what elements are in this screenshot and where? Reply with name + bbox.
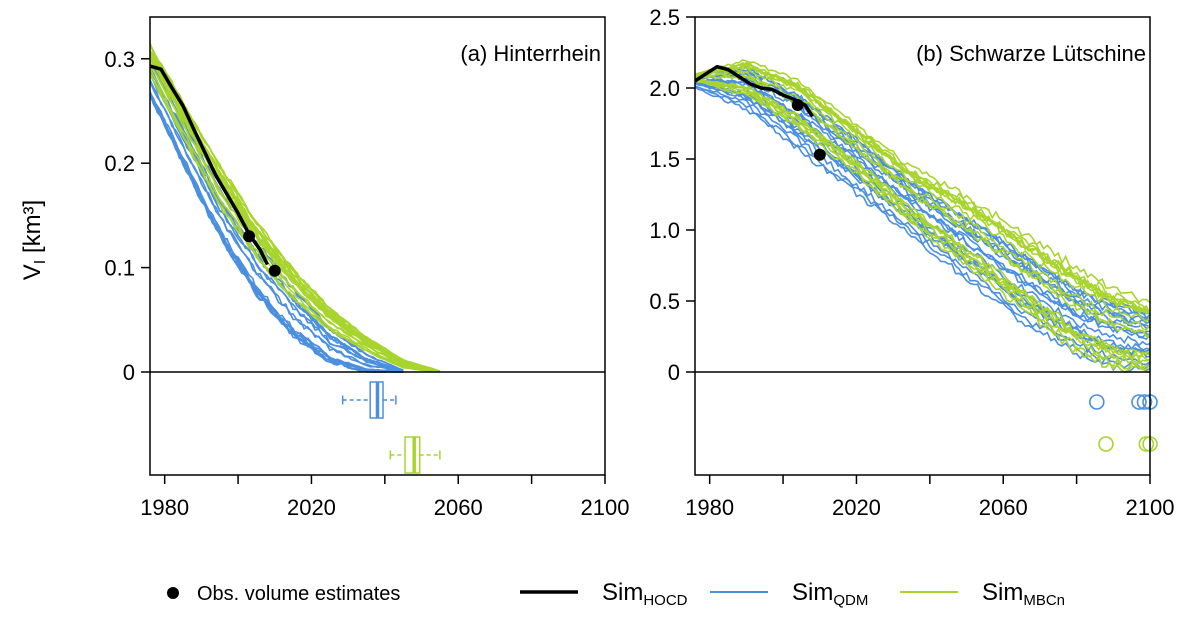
- legend-item-mbcn: SimMBCn: [900, 579, 1065, 609]
- series-mbcn-member: [150, 50, 441, 372]
- plot-area: [150, 42, 441, 373]
- disappearance-point-qdm: [1088, 394, 1105, 410]
- series-mbcn-member: [695, 70, 1150, 332]
- x-tick-label: 2060: [979, 495, 1028, 520]
- series-qdm-member: [695, 71, 1150, 323]
- panel-title: (b) Schwarze Lütschine: [916, 41, 1146, 66]
- y-tick-label: 1.5: [649, 147, 680, 172]
- series-mbcn-member: [150, 68, 440, 373]
- x-tick-label: 2060: [434, 495, 483, 520]
- series-mbcn-member: [150, 44, 441, 372]
- panel-1: 1980 2020 2060 2100 0 0.1 0.2 0.3 (a) Hinterrhei…: [104, 16, 630, 520]
- series-qdm-member: [695, 82, 1150, 356]
- series-mbcn-member: [150, 45, 441, 372]
- plot-frame: [149, 16, 606, 476]
- series-mbcn-member: [150, 53, 441, 373]
- y-tick-label: 2.5: [649, 5, 680, 30]
- plot-area: [695, 59, 1150, 373]
- legend-label-mbcn: SimMBCn: [982, 579, 1065, 609]
- panel-title: (a) Hinterrhein: [460, 41, 601, 66]
- legend: Obs. volume estimates SimHOCD SimQDM SimMBC…: [167, 579, 1065, 609]
- y-tick-label: 0.5: [649, 289, 680, 314]
- plot-frame: [694, 16, 1151, 476]
- series-mbcn-member: [150, 59, 441, 373]
- legend-item-qdm: SimQDM: [710, 579, 868, 609]
- series-qdm-member: [150, 94, 404, 373]
- series-mbcn-member: [695, 63, 1150, 314]
- y-tick-label: 0: [668, 360, 680, 385]
- series-mbcn-member: [150, 61, 441, 373]
- legend-item-obs: Obs. volume estimates: [167, 583, 400, 605]
- series-mbcn-member: [150, 56, 441, 373]
- x-tick-label: 2020: [832, 495, 881, 520]
- x-tick-label: 2020: [287, 495, 336, 520]
- series-mbcn-member: [150, 51, 441, 372]
- disappearance-point-mbcn: [1138, 436, 1155, 452]
- series-mbcn-member: [150, 72, 440, 373]
- x-tick-label: 2100: [1126, 495, 1175, 520]
- disappearance-point-qdm: [1136, 394, 1153, 410]
- boxplot-qdm: [341, 381, 397, 419]
- x-tick-label: 2100: [581, 495, 630, 520]
- series-mbcn-member: [150, 52, 441, 373]
- x-tick-label: 1980: [685, 495, 734, 520]
- legend-label-obs: Obs. volume estimates: [197, 583, 400, 605]
- series-mbcn-member: [695, 78, 1150, 362]
- series-qdm-member: [695, 68, 1150, 315]
- boxplot-mbcn: [389, 436, 441, 474]
- x-tick-label: 1980: [140, 495, 189, 520]
- series-mbcn-member: [695, 79, 1150, 369]
- series-mbcn-member: [150, 56, 441, 373]
- y-tick-label: 0.1: [104, 256, 135, 281]
- obs-volume-point: [243, 230, 256, 243]
- series-mbcn-member: [150, 42, 441, 372]
- series-qdm-member: [695, 77, 1150, 334]
- panels-layer: 1980 2020 2060 2100 0 0.1 0.2 0.3 (a) Hinterrhei…: [104, 5, 1174, 520]
- obs-volume-point: [791, 99, 804, 112]
- series-qdm-member: [695, 81, 1150, 352]
- series-mbcn-member: [150, 55, 441, 373]
- obs-volume-point: [813, 148, 826, 161]
- obs-volume-point: [268, 264, 281, 277]
- series-mbcn-member: [695, 79, 1150, 373]
- series-mbcn-member: [695, 59, 1150, 304]
- y-tick-label: 2.0: [649, 76, 680, 101]
- series-qdm-member: [150, 79, 404, 372]
- legend-marker-obs: [167, 587, 179, 599]
- legend-label-hocd: SimHOCD: [602, 579, 688, 609]
- series-mbcn-member: [150, 53, 441, 373]
- y-axis-label: VI [km³]: [19, 200, 49, 280]
- y-tick-label: 1.0: [649, 218, 680, 243]
- series-qdm-member: [150, 92, 404, 373]
- series-mbcn-member: [150, 51, 441, 372]
- y-tick-label: 0: [123, 360, 135, 385]
- legend-item-hocd: SimHOCD: [520, 579, 688, 609]
- series-qdm-member: [695, 86, 1150, 373]
- series-mbcn-member: [150, 64, 441, 373]
- y-tick-label: 0.2: [104, 151, 135, 176]
- legend-label-qdm: SimQDM: [792, 579, 868, 609]
- disappearance-point-mbcn: [1098, 436, 1114, 452]
- series-qdm-member: [695, 85, 1150, 366]
- disappearance-point-qdm: [1131, 394, 1147, 410]
- y-tick-label: 0.3: [104, 47, 135, 72]
- series-mbcn-member: [695, 66, 1150, 323]
- panel-2: 1980 2020 2060 2100 0 0.5 1.0 1.5 2.0 2.5 (b) Schw…: [649, 5, 1174, 520]
